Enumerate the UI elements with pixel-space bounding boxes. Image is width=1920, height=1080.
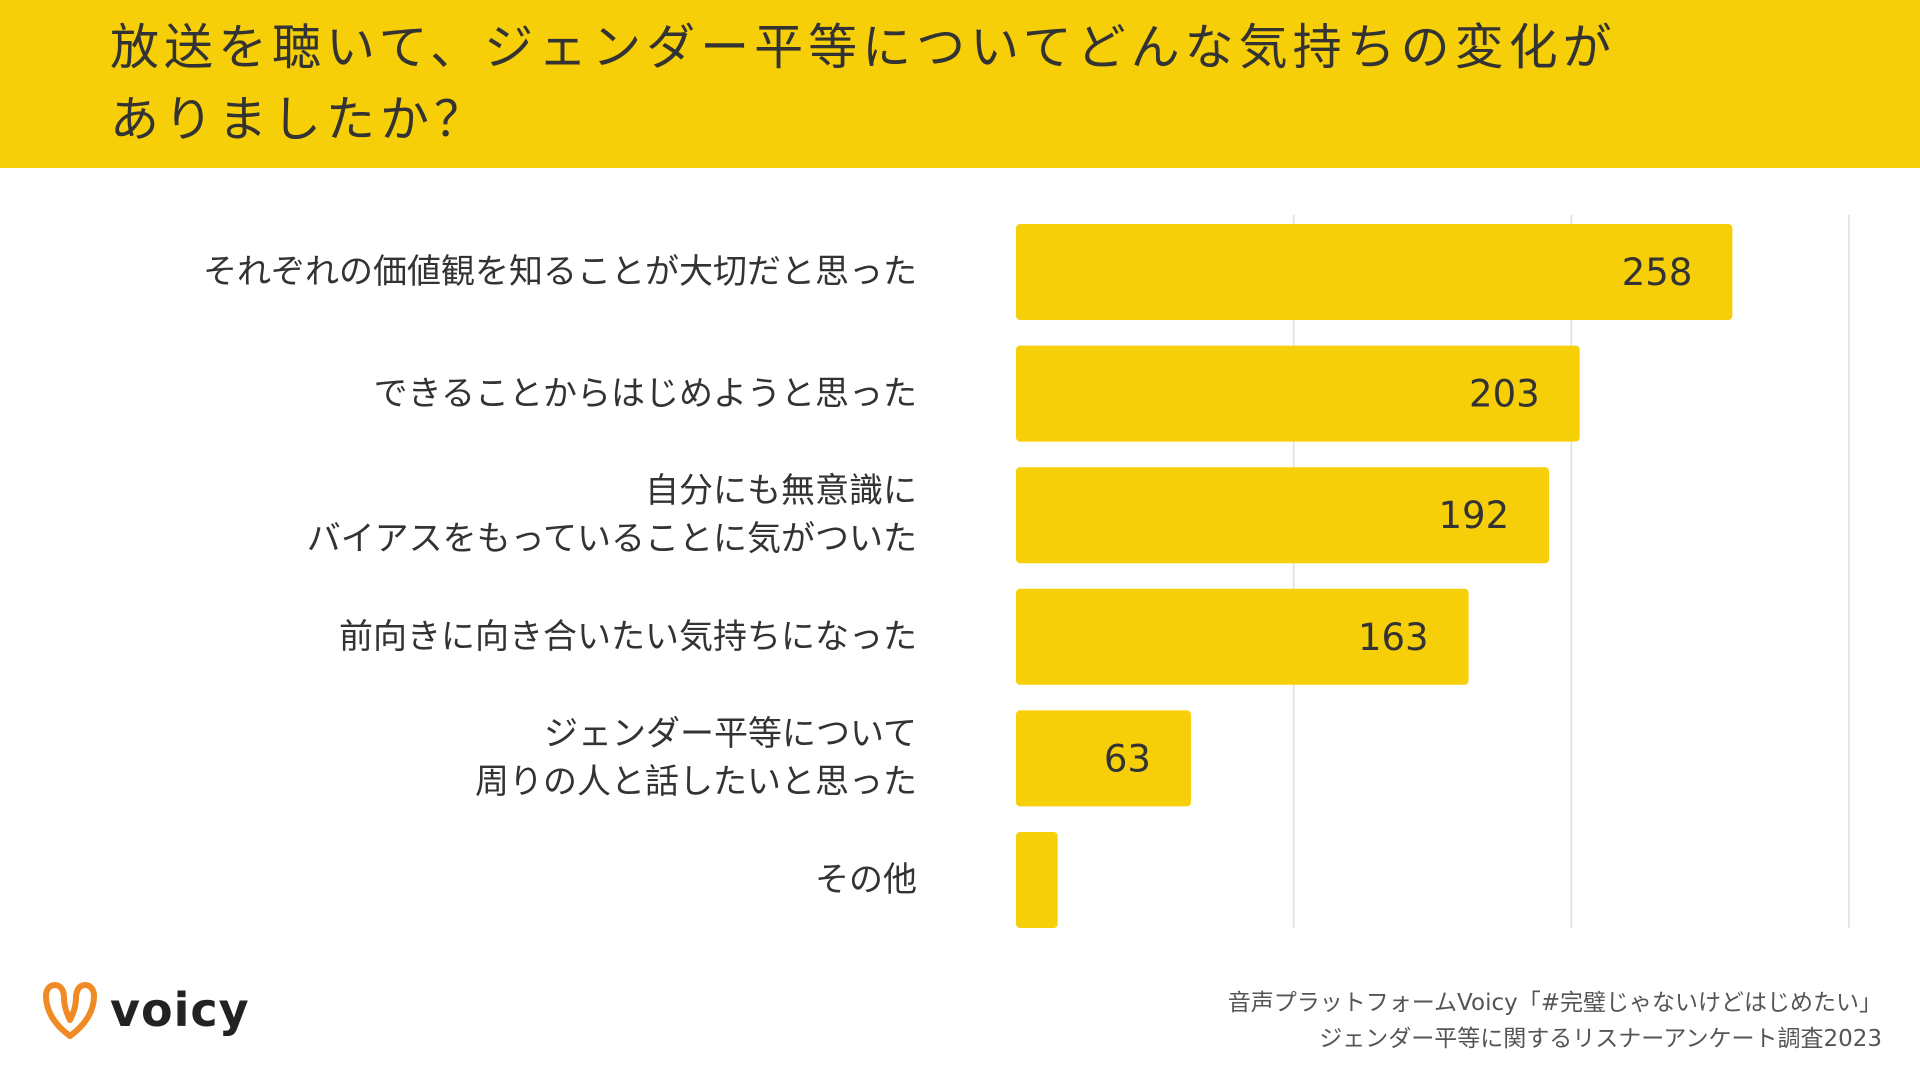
- bar-5: [1016, 832, 1058, 928]
- category-label-2: 自分にも無意識に バイアスをもっていることに気がついた: [306, 471, 917, 560]
- bar-3: [1016, 588, 1469, 685]
- page-title: 放送を聴いて、ジェンダー平等についてどんな気持ちの変化が ありましたか？: [110, 12, 1870, 156]
- source-line-1: 音声プラットフォームVoicy「#完璧じゃないけどはじめたい」: [1227, 990, 1882, 1016]
- source-note: 音声プラットフォームVoicy「#完璧じゃないけどはじめたい」 ジェンダー平等に…: [1228, 985, 1882, 1057]
- bar-value-label-3: 163: [1358, 616, 1429, 659]
- category-label-5: その他: [815, 860, 917, 900]
- category-label-0: それぞれの価値観を知ることが大切だと思った: [203, 252, 917, 292]
- bar-value-label-1: 203: [1469, 373, 1540, 416]
- source-line-2: ジェンダー平等に関するリスナーアンケート調査2023: [1319, 1026, 1882, 1052]
- logo-wordmark: voicy: [110, 983, 250, 1037]
- title-line-1: 放送を聴いて、ジェンダー平等についてどんな気持ちの変化が: [110, 19, 1617, 76]
- bar-1: [1016, 345, 1580, 442]
- voicy-logo: voicy: [40, 980, 250, 1040]
- header-banner: 放送を聴いて、ジェンダー平等についてどんな気持ちの変化が ありましたか？: [0, 0, 1920, 168]
- bar-0: [1016, 224, 1733, 320]
- title-line-2: ありましたか？: [110, 91, 489, 148]
- bar-4: [1016, 710, 1191, 807]
- voicy-logo-icon: [43, 982, 97, 1039]
- bar-2: [1016, 467, 1550, 564]
- bar-value-label-4: 63: [1104, 737, 1151, 780]
- category-label-1: できることからはじめようと思った: [373, 373, 917, 414]
- category-label-4: ジェンダー平等について 周りの人と話したいと思った: [475, 714, 917, 803]
- bar-value-label-2: 192: [1438, 494, 1509, 537]
- category-label-3: 前向きに向き合いたい気持ちになった: [339, 616, 917, 657]
- bar-value-label-0: 258: [1622, 251, 1693, 294]
